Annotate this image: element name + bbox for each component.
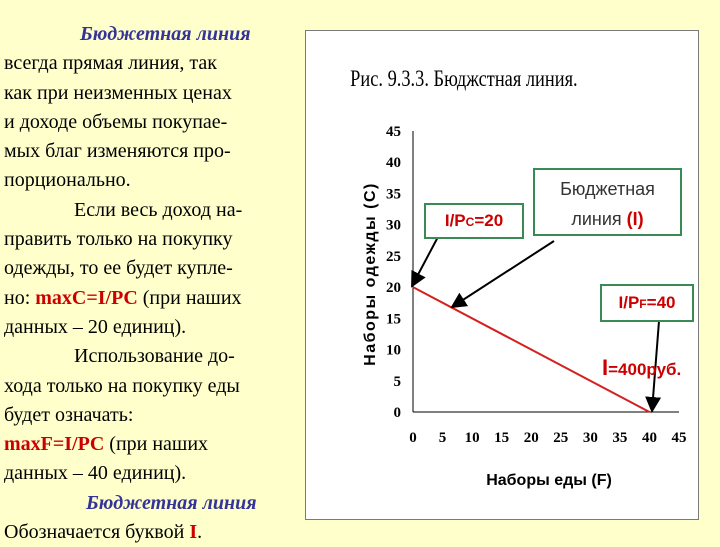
income-label: I=400руб. xyxy=(602,355,681,381)
y-tick-label: 25 xyxy=(386,249,401,265)
arrow-ipc xyxy=(411,234,440,288)
text-line: Обозначается буквой I. xyxy=(4,518,300,547)
formula-maxc: maxC=I/PC xyxy=(35,286,138,309)
callout-text: линия xyxy=(571,209,627,229)
tick-labels: 0 5 10 15 20 25 30 35 40 45 0 5 10 15 20 25 30 35 40 45 xyxy=(386,124,687,446)
y-tick-label: 20 xyxy=(386,280,401,296)
callout-text: =20 xyxy=(474,211,504,230)
arrow-budget-line xyxy=(450,240,555,309)
text-fragment: . xyxy=(197,521,203,544)
y-tick-label: 30 xyxy=(386,218,401,234)
x-tick-label: 40 xyxy=(642,430,657,446)
x-tick-label: 10 xyxy=(465,430,480,446)
text-line: хода только на покупку еды xyxy=(4,374,240,397)
annotation-arrows xyxy=(411,234,662,413)
y-tick-label: 15 xyxy=(386,311,401,327)
text-line: Если весь доход на- xyxy=(74,198,243,221)
heading-budget-line: Бюджетная линия xyxy=(80,23,251,45)
x-axis-label: Наборы еды (F) xyxy=(486,472,612,489)
x-tick-label: 45 xyxy=(672,430,687,446)
callout-subscript: F xyxy=(639,297,647,311)
callout-letter: (I) xyxy=(626,209,644,229)
formula-maxf: maxF=I/PC xyxy=(4,433,105,456)
text-fragment: (при наших xyxy=(137,286,242,309)
text-line: как при неизменных ценах xyxy=(4,81,232,104)
x-tick-label: 15 xyxy=(494,430,509,446)
text-line: данных – 40 единиц). xyxy=(4,462,187,485)
x-tick-label: 35 xyxy=(612,430,627,446)
text-line: и доходе объемы покупае- xyxy=(4,110,228,133)
y-tick-label: 0 xyxy=(394,405,402,421)
callout-text: =40 xyxy=(646,293,676,312)
x-tick-label: 25 xyxy=(553,430,568,446)
y-tick-label: 35 xyxy=(386,186,401,202)
callout-subscript: C xyxy=(465,215,475,229)
text-line: но: maxC=I/PC (при наших xyxy=(4,284,300,313)
text-line: Использование до- xyxy=(74,345,235,368)
callout-text: I/P xyxy=(444,211,466,230)
ipf-callout: I/PF=40 xyxy=(600,284,694,322)
x-tick-label: 0 xyxy=(409,430,417,446)
y-tick-label: 45 xyxy=(386,124,401,140)
callout-text: I/P xyxy=(618,293,640,312)
letter-i: I xyxy=(189,521,198,544)
text-line: одежды, то ее будет купле- xyxy=(4,257,233,280)
budget-line-chart: Рис. 9.3.3. Бюджстная линия. 0 5 10 15 20 25 3… xyxy=(350,65,687,489)
text-fragment: (при наших xyxy=(104,433,209,456)
y-tick-label: 5 xyxy=(394,374,402,390)
chart-panel: Рис. 9.3.3. Бюджстная линия. 0 5 10 15 20 25 3… xyxy=(305,30,699,520)
text-line: maxF=I/PC (при наших xyxy=(4,430,300,459)
income-value: =400руб. xyxy=(608,360,682,379)
text-fragment: но: xyxy=(4,286,36,309)
x-tick-label: 5 xyxy=(439,430,447,446)
x-tick-label: 20 xyxy=(524,430,539,446)
text-line: будет означать: xyxy=(4,403,134,426)
heading-budget-line-2: Бюджетная линия xyxy=(86,491,257,514)
income-letter: I xyxy=(602,355,609,380)
callout-text: линия (I) xyxy=(535,204,680,234)
chart-title: Рис. 9.3.3. Бюджстная линия. xyxy=(350,65,577,92)
text-line: порционально. xyxy=(4,169,131,192)
x-tick-label: 30 xyxy=(583,430,598,446)
text-line: править только на покупку xyxy=(4,228,233,251)
budget-line-callout: Бюджетная линия (I) xyxy=(533,168,682,236)
callout-text: Бюджетная xyxy=(560,179,655,199)
text-fragment: Обозначается буквой xyxy=(4,521,190,544)
text-line: мых благ изменяются про- xyxy=(4,140,231,163)
text-line: всегда прямая линия, так xyxy=(4,52,217,75)
arrow-ipf xyxy=(645,320,662,413)
y-axis-label: Наборы одежды (C) xyxy=(362,182,379,366)
y-tick-label: 10 xyxy=(386,343,401,359)
text-line: данных – 20 единиц). xyxy=(4,315,187,338)
explanation-text: Бюджетная линия всегда прямая линия, так… xyxy=(4,20,300,547)
ipc-callout: I/PC=20 xyxy=(424,203,524,239)
y-tick-label: 40 xyxy=(386,155,401,171)
